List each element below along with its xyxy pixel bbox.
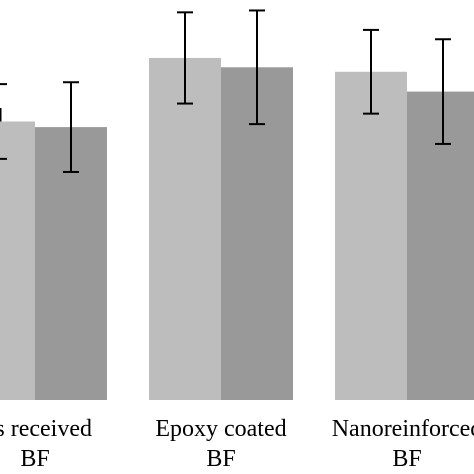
category-label-3: Nanoreinforced BF <box>332 416 474 472</box>
error-bars <box>0 9 451 173</box>
bar-1-2 <box>149 57 221 401</box>
bar-2-3 <box>407 91 474 401</box>
error-bar-1-1 <box>0 83 7 160</box>
error-bar-2-3 <box>435 38 451 145</box>
error-bar-2-1 <box>63 81 79 173</box>
category-label-2: Epoxy coated BF <box>155 416 286 472</box>
error-bar-2-2 <box>249 9 265 126</box>
error-bar-1-2 <box>177 11 193 105</box>
error-bar-1-3 <box>363 28 379 115</box>
bar-1-3 <box>335 71 407 401</box>
bar-1-1 <box>0 121 35 400</box>
